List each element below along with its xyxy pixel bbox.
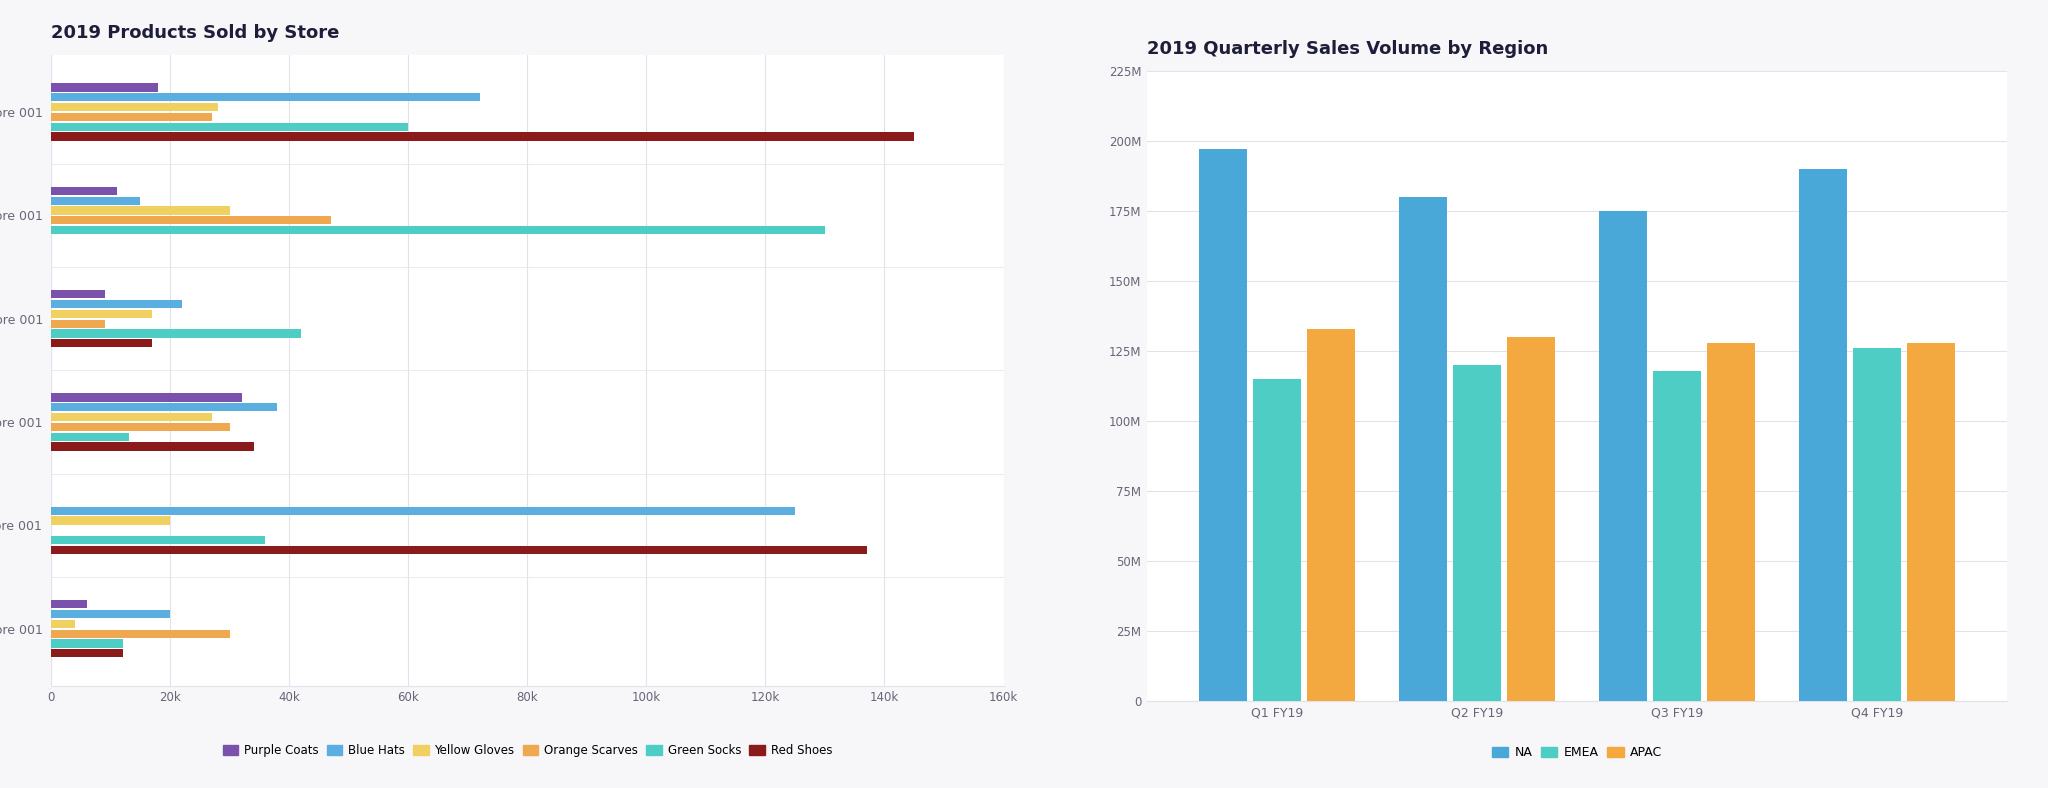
Bar xyxy=(51,443,254,451)
Text: 2019 Products Sold by Store: 2019 Products Sold by Store xyxy=(51,24,340,43)
Bar xyxy=(51,546,866,554)
Bar xyxy=(51,536,266,545)
Legend: NA, EMEA, APAC: NA, EMEA, APAC xyxy=(1487,742,1667,764)
Bar xyxy=(51,393,242,402)
Bar xyxy=(51,403,276,411)
Bar xyxy=(51,196,141,205)
Bar xyxy=(51,600,86,608)
Bar xyxy=(51,187,117,195)
Bar xyxy=(51,433,129,440)
Bar xyxy=(1507,337,1554,701)
Bar xyxy=(51,619,76,628)
Bar xyxy=(51,290,104,298)
Bar xyxy=(51,649,123,657)
Bar xyxy=(51,93,479,102)
Bar xyxy=(51,423,229,431)
Bar xyxy=(51,310,152,318)
Bar xyxy=(51,507,795,515)
Bar xyxy=(51,113,211,121)
Bar xyxy=(51,132,913,140)
Bar xyxy=(51,123,408,131)
Bar xyxy=(51,206,229,214)
Bar xyxy=(1253,379,1300,701)
Bar xyxy=(51,413,211,422)
Bar xyxy=(51,319,104,328)
Bar xyxy=(1907,343,1956,701)
Bar xyxy=(1452,365,1501,701)
Bar xyxy=(51,300,182,308)
Bar xyxy=(51,103,217,111)
Bar xyxy=(51,226,825,234)
Bar xyxy=(1599,211,1647,701)
Bar xyxy=(51,630,229,637)
Bar xyxy=(51,639,123,648)
Bar xyxy=(1853,348,1901,701)
Bar xyxy=(1706,343,1755,701)
Text: 2019 Quarterly Sales Volume by Region: 2019 Quarterly Sales Volume by Region xyxy=(1147,40,1548,58)
Bar xyxy=(1399,197,1448,701)
Bar xyxy=(1653,370,1702,701)
Bar xyxy=(51,610,170,618)
Bar xyxy=(1198,150,1247,701)
Bar xyxy=(51,329,301,337)
Bar xyxy=(1307,329,1356,701)
Bar xyxy=(51,339,152,348)
Bar xyxy=(1798,169,1847,701)
Bar xyxy=(51,84,158,91)
Bar xyxy=(51,216,332,225)
Bar xyxy=(51,516,170,525)
Legend: Purple Coats, Blue Hats, Yellow Gloves, Orange Scarves, Green Socks, Red Shoes: Purple Coats, Blue Hats, Yellow Gloves, … xyxy=(217,739,838,762)
